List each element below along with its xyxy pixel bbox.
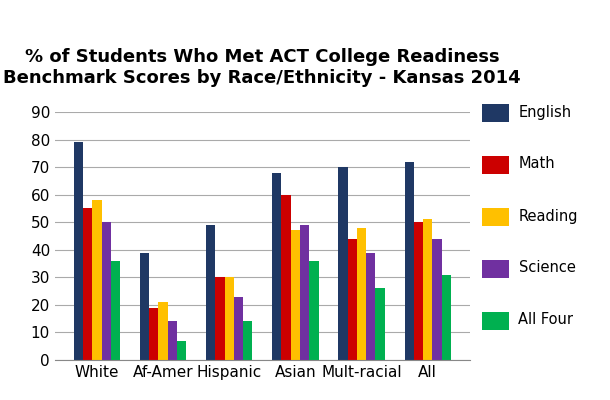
Text: Reading: Reading [518,208,578,224]
Bar [339,167,348,360]
Text: Science: Science [518,260,575,276]
Bar [243,322,253,360]
Bar [375,288,385,360]
Bar [442,274,451,360]
Bar [348,239,357,360]
Bar [83,208,92,360]
Bar [224,277,234,360]
Bar [414,222,423,360]
Bar [74,142,83,360]
Bar [92,200,101,360]
Bar [366,252,375,360]
Bar [281,195,291,360]
Bar [357,228,366,360]
Bar [177,341,186,360]
Bar [206,225,215,360]
Bar [111,261,120,360]
Text: English: English [518,104,572,120]
Text: Math: Math [518,156,555,172]
Bar [300,225,309,360]
Bar [149,308,159,360]
Bar [291,230,300,360]
Bar [272,173,281,360]
Text: All Four: All Four [518,312,573,328]
Bar [404,162,414,360]
Bar [234,297,243,360]
Text: % of Students Who Met ACT College Readiness
Benchmark Scores by Race/Ethnicity -: % of Students Who Met ACT College Readin… [4,48,521,87]
Bar [159,302,168,360]
Bar [215,277,224,360]
Bar [423,220,432,360]
Bar [432,239,442,360]
Bar [101,222,111,360]
Bar [309,261,318,360]
Bar [168,322,177,360]
Bar [140,252,149,360]
